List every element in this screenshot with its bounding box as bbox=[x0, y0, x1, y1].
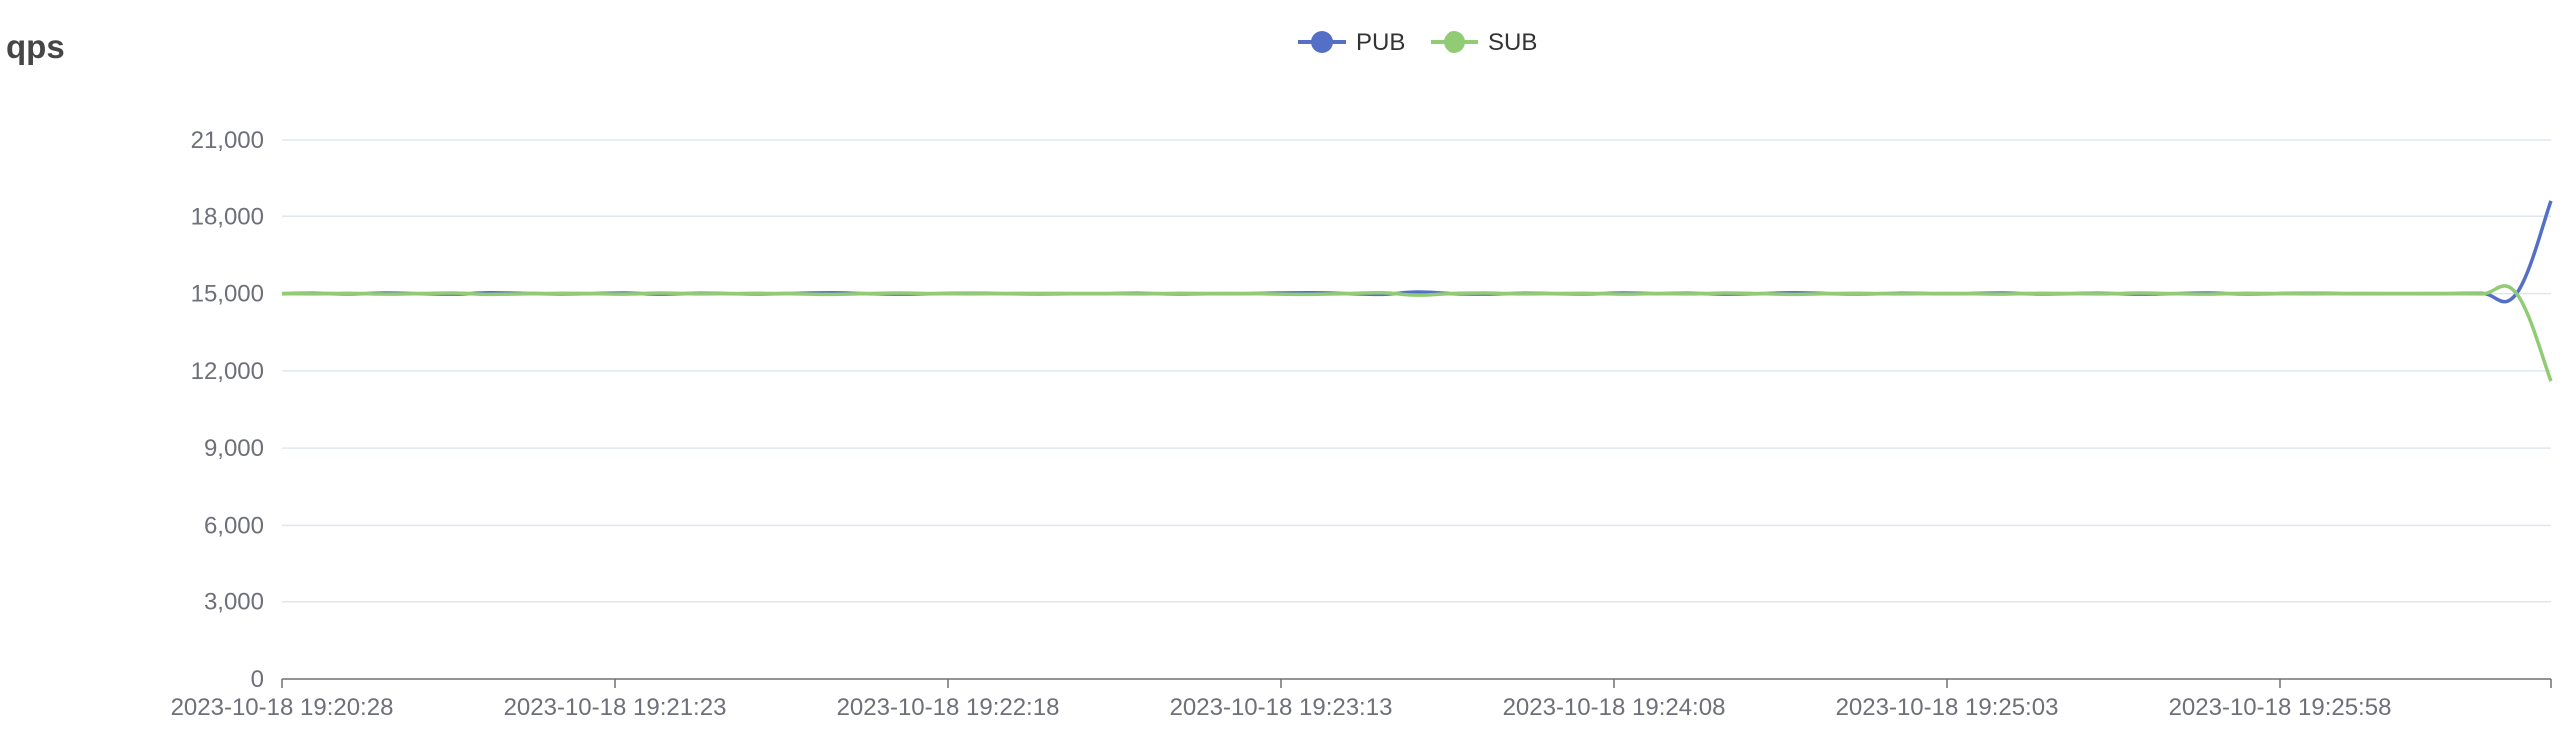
y-tick-label: 3,000 bbox=[204, 589, 264, 616]
legend-label: SUB bbox=[1488, 29, 1537, 56]
x-tick-label: 2023-10-18 19:22:18 bbox=[837, 694, 1060, 721]
x-tick-label: 2023-10-18 19:21:23 bbox=[504, 694, 727, 721]
y-tick-label: 18,000 bbox=[191, 203, 264, 230]
x-tick-label: 2023-10-18 19:20:28 bbox=[171, 694, 394, 721]
legend-label: PUB bbox=[1356, 29, 1405, 56]
grid-lines bbox=[282, 139, 2551, 603]
y-tick-label: 0 bbox=[251, 666, 264, 693]
x-tick-label: 2023-10-18 19:25:03 bbox=[1836, 694, 2059, 721]
y-tick-label: 12,000 bbox=[191, 358, 264, 385]
series-lines bbox=[281, 200, 2553, 382]
series-line-sub bbox=[281, 284, 2553, 382]
legend-item-sub[interactable]: SUB bbox=[1431, 29, 1537, 56]
legend-item-pub[interactable]: PUB bbox=[1298, 29, 1405, 56]
legend-dot-icon bbox=[1444, 31, 1465, 53]
chart-title: qps bbox=[6, 28, 65, 65]
x-tick-label: 2023-10-18 19:24:08 bbox=[1503, 694, 1726, 721]
x-tick-label: 2023-10-18 19:25:58 bbox=[2169, 694, 2392, 721]
x-tick-label: 2023-10-18 19:23:13 bbox=[1170, 694, 1393, 721]
y-tick-label: 15,000 bbox=[191, 281, 264, 308]
legend-dot-icon bbox=[1311, 31, 1333, 53]
legend[interactable]: PUB SUB bbox=[1298, 29, 1537, 56]
y-axis-ticks: 0 3,000 6,000 9,000 12,000 15,000 18,000 21,000 bbox=[191, 127, 264, 693]
x-axis: 2023-10-18 19:20:28 2023-10-18 19:21:23 20… bbox=[171, 678, 2552, 721]
y-tick-label: 9,000 bbox=[204, 435, 264, 462]
y-tick-label: 21,000 bbox=[191, 127, 264, 154]
y-tick-label: 6,000 bbox=[204, 512, 264, 539]
